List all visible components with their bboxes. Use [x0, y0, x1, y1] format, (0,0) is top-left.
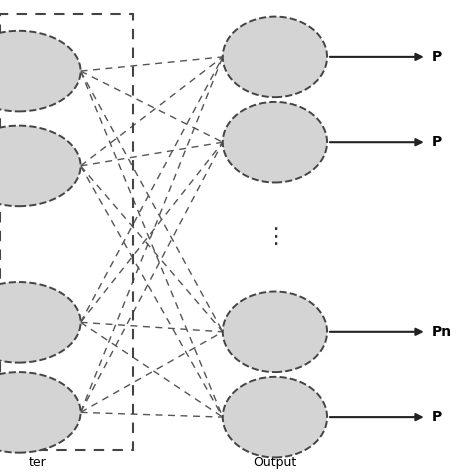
Text: P: P [431, 410, 442, 424]
Ellipse shape [223, 377, 327, 457]
Ellipse shape [223, 292, 327, 372]
Text: Output: Output [253, 456, 297, 469]
Ellipse shape [0, 372, 81, 453]
Text: Pn: Pn [431, 325, 451, 339]
Text: P: P [431, 50, 442, 64]
Ellipse shape [223, 17, 327, 97]
Ellipse shape [223, 102, 327, 182]
Text: P: P [431, 135, 442, 149]
Ellipse shape [0, 282, 81, 363]
Text: ⋮: ⋮ [264, 227, 286, 247]
Ellipse shape [0, 126, 81, 206]
Text: ter: ter [29, 456, 47, 469]
Ellipse shape [0, 31, 81, 111]
